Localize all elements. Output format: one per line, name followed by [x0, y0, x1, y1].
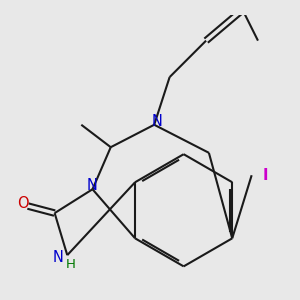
Text: O: O: [17, 196, 29, 211]
Text: H: H: [66, 258, 76, 271]
Text: N: N: [87, 178, 98, 194]
Text: N: N: [52, 250, 63, 265]
Text: I: I: [262, 168, 268, 183]
Text: N: N: [151, 114, 162, 129]
